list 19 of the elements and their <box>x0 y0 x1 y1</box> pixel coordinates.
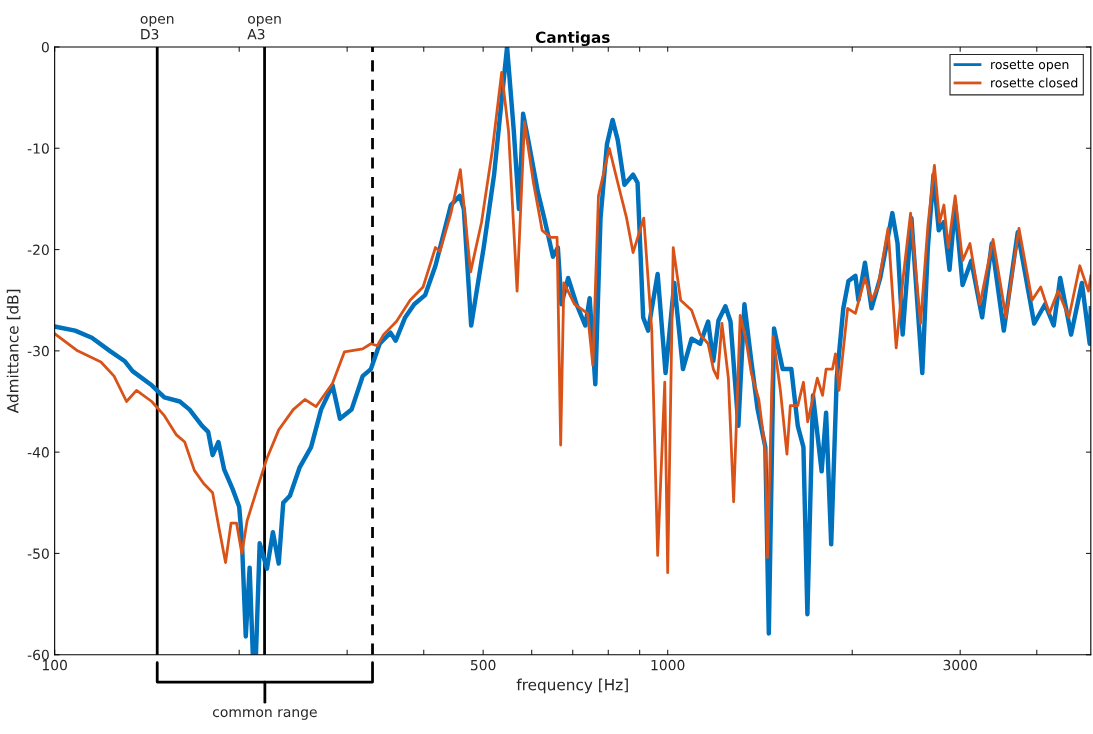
x-tick-label: 100 <box>42 659 67 671</box>
y-tick-label: -20 <box>27 244 49 256</box>
chart-title: Cantigas <box>535 31 610 47</box>
text: common range <box>212 709 317 720</box>
y-tick-label: -10 <box>27 143 49 154</box>
ref-line-label: open D3 <box>140 15 174 40</box>
x-tick-label: 3000 <box>943 659 977 671</box>
legend-label: rosette open <box>991 60 1069 72</box>
x-tick-label: 1000 <box>651 659 685 671</box>
y-tick-label: -60 <box>27 649 49 661</box>
x-tick-label: 500 <box>470 659 496 671</box>
ref-line-label: open A3 <box>247 15 281 40</box>
y-tick-label: -40 <box>27 447 49 458</box>
y-axis-title: Admittance [dB] <box>6 289 21 414</box>
y-tick-label: -50 <box>27 548 49 559</box>
y-tick-label: -30 <box>27 345 49 357</box>
x-axis-title: frequency [Hz] <box>516 678 628 694</box>
legend-label: rosette closed <box>991 77 1078 88</box>
y-tick-label: 0 <box>41 41 49 53</box>
